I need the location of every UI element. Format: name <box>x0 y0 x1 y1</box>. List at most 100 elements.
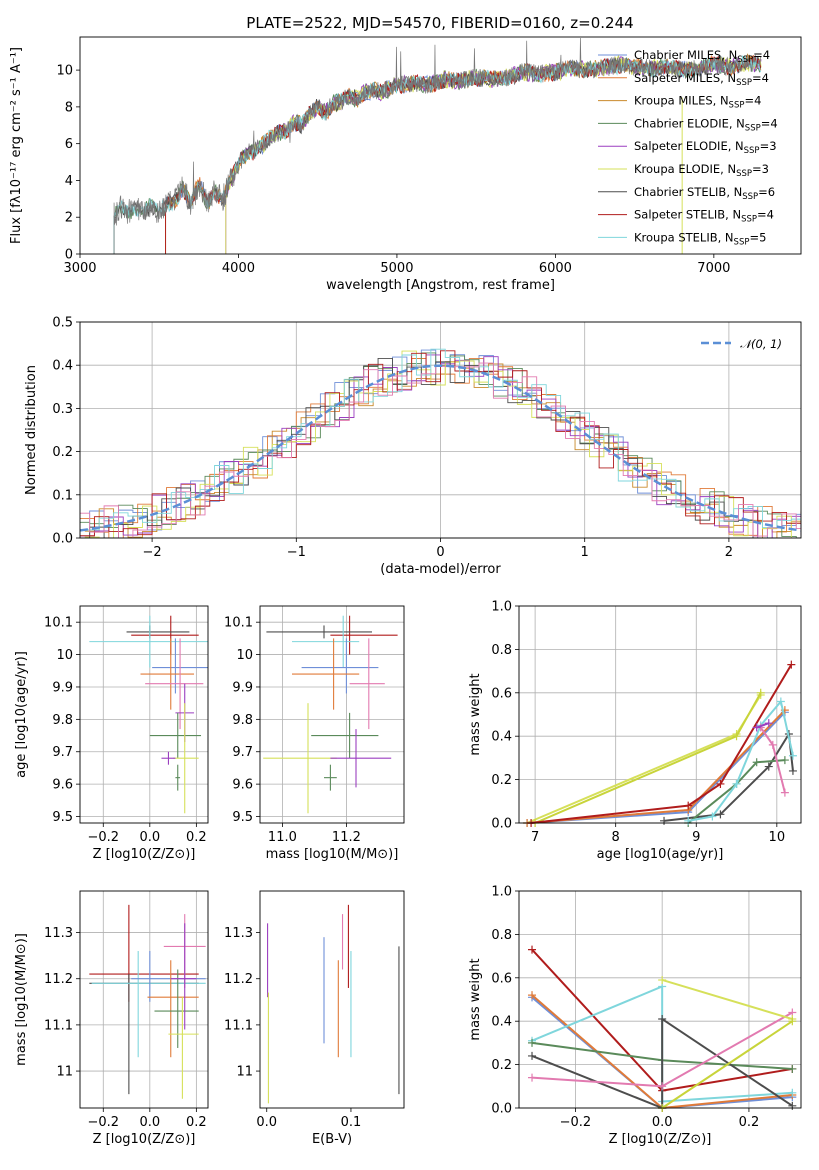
axes-frame <box>518 890 802 1109</box>
residual-histogram-panel: −2 −1 0 1 2 0.0 0.1 0.2 0.3 0.4 0.5 (data-model)/er… <box>24 316 802 577</box>
weight-point-marker <box>788 1017 797 1026</box>
weight-point-marker <box>658 1015 667 1024</box>
x-tick-label: 4000 <box>222 261 255 276</box>
legend-subscript: SSP <box>744 146 760 156</box>
x-tick-label: 0.1 <box>341 1115 362 1130</box>
weight-point-marker <box>528 1073 537 1082</box>
y-tick-label: 1.0 <box>491 600 512 615</box>
legend-value: =3 <box>760 139 777 153</box>
x-axis-label: Z [log10(Z/Z⊙)] <box>93 847 196 862</box>
weight-point-marker <box>787 660 796 669</box>
residual-histogram-step <box>80 350 801 537</box>
legend-entry: Chabrier STELIB, NSSP=6 <box>634 185 775 202</box>
legend-label: Chabrier ELODIE, N <box>634 116 745 130</box>
y-tick-label: 11.3 <box>44 926 73 941</box>
y-tick-label: 0 <box>65 248 73 263</box>
y-tick-label: 9.8 <box>232 713 253 728</box>
model-spectrum-line <box>225 56 762 254</box>
weight-series-line <box>688 700 794 822</box>
weight-point-marker <box>752 723 761 732</box>
y-tick-label: 0.4 <box>491 1015 512 1030</box>
observed-spectrum-line <box>113 38 762 254</box>
legend-label: Chabrier STELIB, N <box>634 185 742 199</box>
axes-frame <box>79 36 802 255</box>
y-tick-label: 4 <box>65 174 73 189</box>
weight-point-marker <box>756 688 765 697</box>
weight-point-marker <box>528 945 537 954</box>
x-axis-label: wavelength [Angstrom, rest frame] <box>326 278 555 293</box>
legend-value: =6 <box>758 185 775 199</box>
x-axis-label: (data-model)/error <box>380 562 501 577</box>
y-tick-label: 10 <box>236 648 253 663</box>
legend-subscript: SSP <box>736 78 752 88</box>
legend-label: Salpeter STELIB, N <box>634 208 741 222</box>
legend-label: Kroupa MILES, N <box>634 94 729 108</box>
x-tick-label: −0.2 <box>87 830 119 845</box>
x-axis-label: age [log10(age/yr)] <box>597 847 724 862</box>
legend-label: Chabrier MILES, N <box>634 48 737 62</box>
gaussian-reference-curve <box>79 364 802 532</box>
legend-subscript: SSP <box>745 123 761 133</box>
y-axis-label: Normed distribution <box>24 365 39 495</box>
y-tick-label: 11.2 <box>224 972 253 987</box>
x-tick-label: 7000 <box>697 261 730 276</box>
weight-point-marker <box>528 991 537 1000</box>
weight-point-marker <box>528 1038 537 1047</box>
axes-frame <box>259 605 405 824</box>
weight-point-marker <box>658 1082 667 1091</box>
age-vs-metallicity-panel: −0.2 0.0 0.2 9.5 9.6 9.7 9.8 9.9 10 10.1 Z [log10(… <box>14 605 209 862</box>
x-axis-label: E(B-V) <box>312 1132 352 1147</box>
mass-vs-ebv-panel: 0.0 0.1 11 11.1 11.2 11.3 E(B-V) <box>224 890 405 1147</box>
x-tick-label: 11.2 <box>332 830 361 845</box>
y-tick-label: 0.2 <box>491 773 512 788</box>
x-tick-label: −2 <box>143 545 162 560</box>
weight-point-marker <box>788 751 797 760</box>
y-axis-label: mass [log10(M/M⊙)] <box>14 933 29 1066</box>
weight-point-marker <box>732 732 741 741</box>
legend-value: =4 <box>761 116 778 130</box>
y-axis-label: mass weight <box>468 958 483 1040</box>
legend-value: =5 <box>749 230 766 244</box>
x-tick-label: 6000 <box>539 261 572 276</box>
axes-frame <box>518 605 802 824</box>
weight-series-line <box>661 1020 793 1109</box>
y-tick-label: 0.6 <box>491 971 512 986</box>
legend-subscript: SSP <box>729 101 745 111</box>
y-tick-label: 10.1 <box>224 616 253 631</box>
y-tick-label: 1.0 <box>491 885 512 900</box>
y-tick-label: 6 <box>65 137 73 152</box>
weight-point-marker <box>788 1088 797 1097</box>
weight-point-marker <box>660 816 669 825</box>
legend-value: =3 <box>752 162 769 176</box>
x-axis-label: Z [log10(Z/Z⊙)] <box>93 1132 196 1147</box>
weight-series-line <box>661 979 793 1020</box>
weight-series-line <box>756 722 770 729</box>
y-tick-label: 9.7 <box>52 745 73 760</box>
legend-value: =4 <box>752 71 769 85</box>
age-vs-mass-panel: 11.0 11.2 9.5 9.6 9.7 9.8 9.9 10 10.1 mass [log10… <box>224 605 405 862</box>
weight-point-marker <box>684 801 693 810</box>
legend-label: 𝒩(0, 1) <box>740 337 782 351</box>
y-tick-label: 0.8 <box>491 643 512 658</box>
weight-point-marker <box>780 756 789 765</box>
legend-value: =4 <box>744 94 761 108</box>
weight-series-line <box>530 664 793 824</box>
weight-series-line <box>687 759 785 824</box>
weight-point-marker <box>788 1101 797 1110</box>
weight-series-line <box>526 694 762 824</box>
y-tick-label: 11 <box>236 1065 253 1080</box>
y-axis-label: Flux [fλ10⁻¹⁷ erg cm⁻² s⁻¹ A⁻¹] <box>9 47 24 244</box>
weight-point-marker <box>776 697 785 706</box>
y-tick-label: 11.3 <box>224 926 253 941</box>
y-axis-label: mass weight <box>468 673 483 755</box>
x-tick-label: 0.0 <box>256 1115 277 1130</box>
weight-point-marker <box>658 975 667 984</box>
weight-series-line <box>534 692 762 824</box>
y-tick-label: 9.8 <box>52 713 73 728</box>
x-tick-label: 8 <box>612 830 620 845</box>
weight-point-marker <box>764 719 773 728</box>
x-tick-label: 2 <box>725 545 733 560</box>
weight-point-marker <box>732 779 741 788</box>
x-tick-label: 0 <box>436 545 444 560</box>
y-tick-label: 9.5 <box>232 810 253 825</box>
